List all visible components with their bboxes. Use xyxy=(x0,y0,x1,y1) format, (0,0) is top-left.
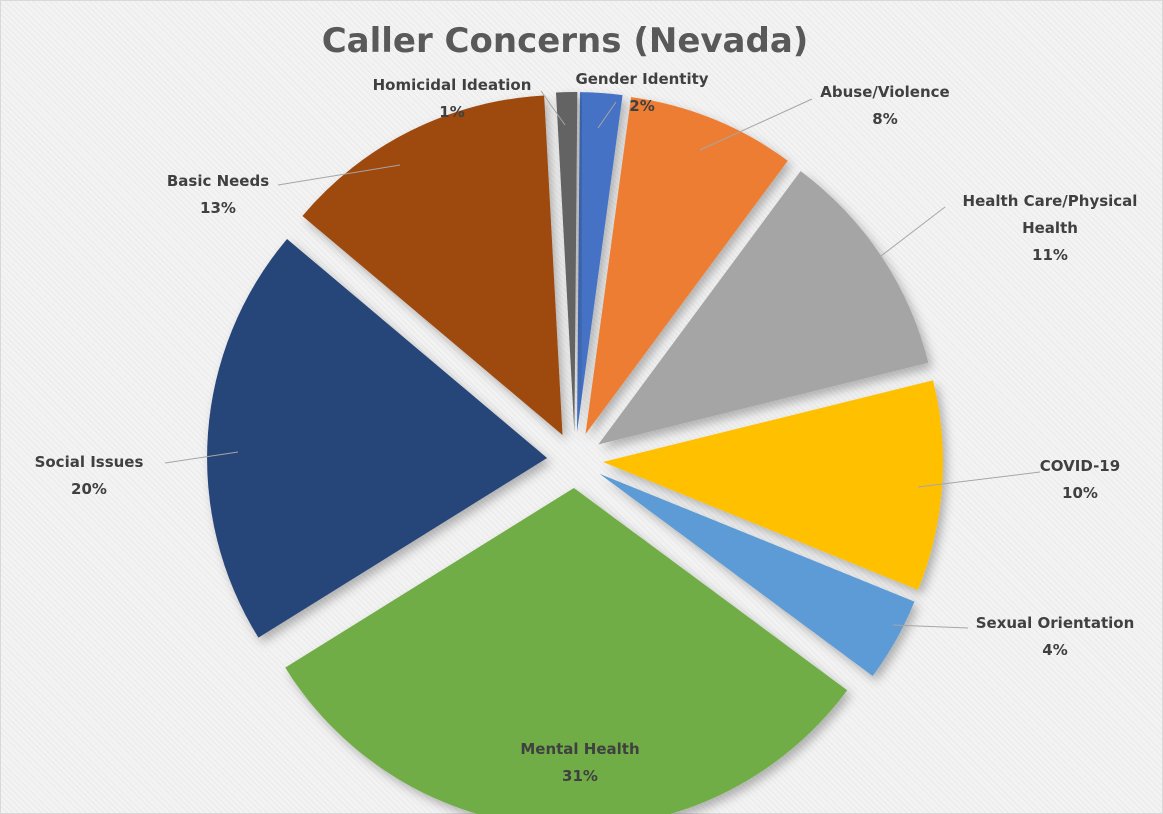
data-label: Health Care/Physical Health 11% xyxy=(963,192,1138,264)
data-label-category: Health xyxy=(1022,219,1078,237)
data-label: Abuse/Violence 8% xyxy=(820,83,949,128)
leader-line xyxy=(597,101,617,129)
leader-line xyxy=(540,90,566,126)
data-label-value: 8% xyxy=(872,110,897,128)
data-label-value: 11% xyxy=(1032,246,1068,264)
data-label-category: Homicidal Ideation xyxy=(373,76,532,94)
pie-slice-health-care-physical-health xyxy=(598,171,929,445)
data-label: Sexual Orientation 4% xyxy=(976,614,1135,659)
data-label: Social Issues 20% xyxy=(35,453,144,498)
leader-line xyxy=(164,451,239,464)
pie-slice-basic-needs xyxy=(302,95,563,435)
data-label-category: Mental Health xyxy=(520,740,639,758)
pie-slice-abuse-violence xyxy=(585,97,788,435)
data-label: Gender Identity 2% xyxy=(575,70,708,115)
leader-lines xyxy=(164,90,1041,629)
data-label-category: Sexual Orientation xyxy=(976,614,1135,632)
data-label-value: 13% xyxy=(200,199,236,217)
data-label: Mental Health 31% xyxy=(520,740,639,785)
data-labels: Gender Identity 2% Abuse/Violence 8% Health … xyxy=(35,70,1138,785)
data-label-category: Gender Identity xyxy=(575,70,708,88)
leader-line xyxy=(859,206,946,273)
data-label-category: Basic Needs xyxy=(167,172,269,190)
pie-slice-social-issues xyxy=(207,238,548,638)
data-label: Basic Needs 13% xyxy=(167,172,269,217)
leader-line xyxy=(892,624,969,629)
data-label: COVID-19 10% xyxy=(1040,457,1120,502)
leader-line xyxy=(917,471,1041,488)
data-label-value: 10% xyxy=(1062,484,1098,502)
data-label: Homicidal Ideation 1% xyxy=(373,76,532,121)
pie-slice-homicidal-ideation xyxy=(555,92,578,433)
pie-slice-gender-identity xyxy=(577,92,623,433)
pie-slice-covid-19 xyxy=(602,380,943,590)
pie-slice-mental-health xyxy=(285,487,848,814)
pie-slices xyxy=(207,92,943,814)
data-label-category: Health Care/Physical xyxy=(963,192,1138,210)
data-label-value: 31% xyxy=(562,767,598,785)
data-label-category: Abuse/Violence xyxy=(820,83,949,101)
data-label-value: 20% xyxy=(71,480,107,498)
data-label-value: 4% xyxy=(1042,641,1067,659)
chart-title: Caller Concerns (Nevada) xyxy=(322,21,809,61)
data-label-category: Social Issues xyxy=(35,453,144,471)
data-label-value: 1% xyxy=(439,103,464,121)
leader-line xyxy=(699,98,813,151)
data-label-category: COVID-19 xyxy=(1040,457,1120,475)
pie-slice-sexual-orientation xyxy=(599,473,915,676)
data-label-value: 2% xyxy=(629,97,654,115)
leader-line xyxy=(277,164,401,186)
